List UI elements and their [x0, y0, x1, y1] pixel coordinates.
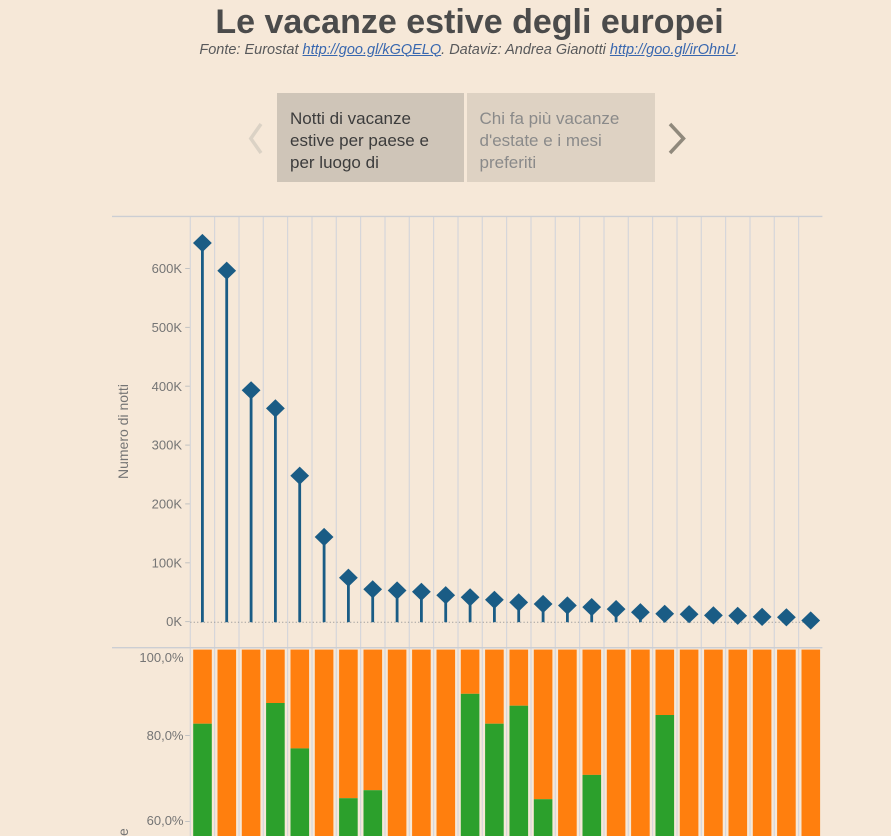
svg-text:80,0%: 80,0%	[147, 728, 184, 743]
svg-text:Numero di notti: Numero di notti	[115, 384, 131, 479]
svg-text:Numero di notti in percentuale: Numero di notti in percentuale	[115, 828, 131, 836]
svg-text:100,0%: 100,0%	[139, 650, 184, 665]
svg-text:60,0%: 60,0%	[147, 813, 184, 828]
svg-text:600K: 600K	[152, 261, 183, 276]
svg-text:0K: 0K	[166, 614, 182, 629]
svg-text:200K: 200K	[152, 497, 183, 512]
svg-text:500K: 500K	[152, 320, 183, 335]
svg-text:100K: 100K	[152, 555, 183, 570]
svg-text:300K: 300K	[152, 438, 183, 453]
svg-text:400K: 400K	[152, 379, 183, 394]
